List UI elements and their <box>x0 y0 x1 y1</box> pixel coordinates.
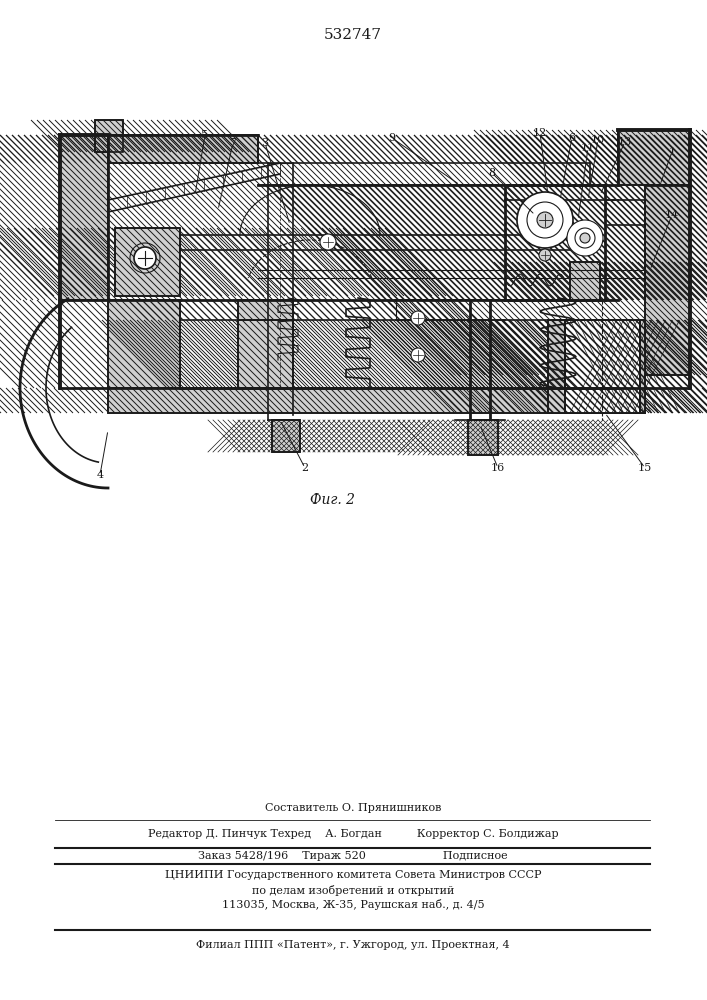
Bar <box>108 300 180 388</box>
Bar <box>565 320 640 413</box>
Bar <box>108 135 258 163</box>
Text: 6: 6 <box>568 133 575 143</box>
Bar <box>640 320 645 413</box>
Text: 11: 11 <box>581 143 595 153</box>
Bar <box>468 420 498 455</box>
Bar <box>238 320 293 388</box>
Circle shape <box>411 311 425 325</box>
Text: 532747: 532747 <box>324 28 382 42</box>
Bar <box>468 420 498 455</box>
Bar <box>548 320 565 413</box>
Bar <box>570 262 600 300</box>
Bar <box>238 300 293 320</box>
Text: Заказ 5428/196    Тираж 520                      Подписное: Заказ 5428/196 Тираж 520 Подписное <box>198 851 508 861</box>
Text: 1: 1 <box>668 147 676 157</box>
Bar <box>108 300 180 388</box>
Circle shape <box>527 202 563 238</box>
Bar <box>95 120 123 152</box>
Text: 5: 5 <box>201 130 209 140</box>
Bar <box>115 228 180 296</box>
Circle shape <box>517 192 573 248</box>
Bar <box>115 228 180 296</box>
Text: по делам изобретений и открытий: по делам изобретений и открытий <box>252 884 454 896</box>
Text: 2: 2 <box>301 463 308 473</box>
Text: 15: 15 <box>638 463 652 473</box>
Bar <box>95 120 123 152</box>
Circle shape <box>134 247 156 269</box>
Text: Фиг. 2: Фиг. 2 <box>310 493 356 507</box>
Bar <box>60 135 108 300</box>
Text: 9: 9 <box>388 133 395 143</box>
Text: 12: 12 <box>533 128 547 138</box>
Bar <box>548 320 565 413</box>
Text: 7: 7 <box>230 138 237 148</box>
Bar <box>238 320 293 388</box>
Bar <box>618 130 690 185</box>
Text: 16: 16 <box>491 463 505 473</box>
Text: 113035, Москва, Ж-35, Раушская наб., д. 4/5: 113035, Москва, Ж-35, Раушская наб., д. … <box>222 900 484 910</box>
Text: ЦНИИПИ Государственного комитета Совета Министров СССР: ЦНИИПИ Государственного комитета Совета … <box>165 870 542 880</box>
Bar <box>60 135 108 300</box>
Text: 14: 14 <box>665 210 679 220</box>
Circle shape <box>411 348 425 362</box>
Bar <box>640 320 645 413</box>
Circle shape <box>537 212 553 228</box>
Bar <box>645 185 690 375</box>
Text: Филиал ППП «Патент», г. Ужгород, ул. Проектная, 4: Филиал ППП «Патент», г. Ужгород, ул. Про… <box>196 940 510 950</box>
Circle shape <box>567 220 603 256</box>
Bar <box>108 135 258 163</box>
Text: 3: 3 <box>262 138 269 148</box>
Text: 4: 4 <box>96 470 103 480</box>
Circle shape <box>580 233 590 243</box>
Bar <box>565 320 640 413</box>
Text: Редактор Д. Пинчук Техред    А. Богдан          Корректор С. Болдижар: Редактор Д. Пинчук Техред А. Богдан Корр… <box>148 829 559 839</box>
Bar <box>272 420 300 452</box>
Bar <box>618 130 690 185</box>
Bar <box>108 388 645 413</box>
Text: 8: 8 <box>489 168 496 178</box>
Bar <box>108 388 645 413</box>
Circle shape <box>539 249 551 261</box>
Bar <box>645 185 690 375</box>
Circle shape <box>575 228 595 248</box>
Bar <box>272 420 300 452</box>
Text: 10: 10 <box>591 135 605 145</box>
Circle shape <box>320 234 336 250</box>
Text: Составитель О. Прянишников: Составитель О. Прянишников <box>265 803 441 813</box>
Bar <box>238 300 293 320</box>
Text: 13: 13 <box>618 137 632 147</box>
Bar <box>570 262 600 300</box>
